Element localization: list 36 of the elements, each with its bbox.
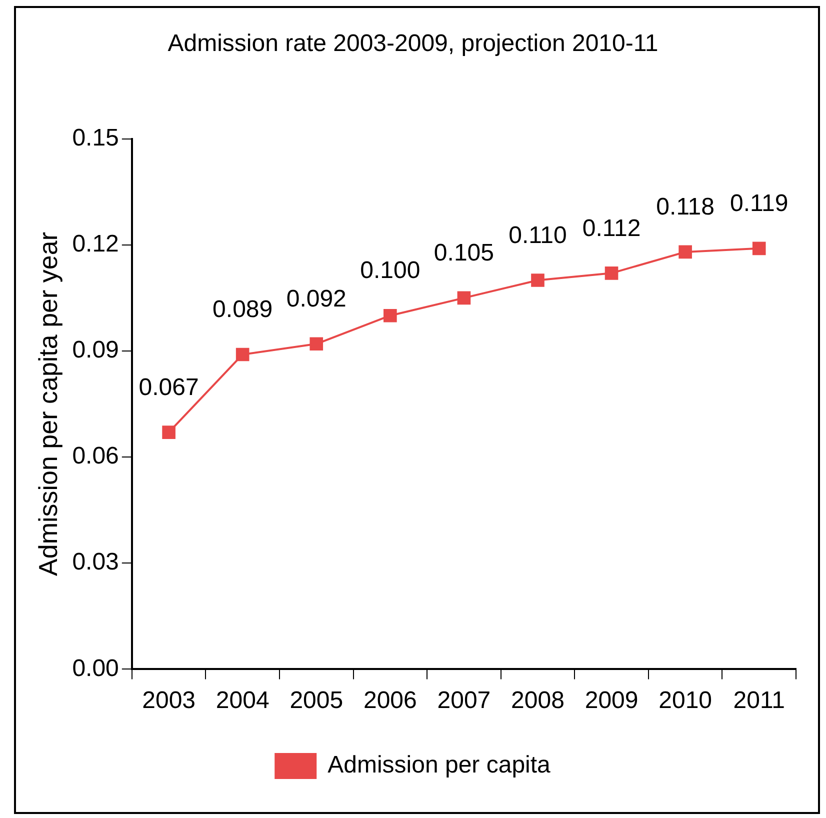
point (752, 242, 766, 256)
data-label: 0.119 (730, 190, 788, 218)
point (604, 266, 618, 280)
point (531, 274, 544, 287)
point (162, 426, 176, 439)
x-tick-label: 2011 (733, 687, 785, 714)
legend-label: Admission per capita (328, 752, 552, 779)
x-tick-label: 2005 (290, 687, 344, 714)
x-tick-label: 2003 (142, 687, 196, 714)
y-tick-label: 0.15 (72, 124, 119, 152)
x-tick-label: 2008 (511, 687, 564, 714)
data-label: 0.118 (656, 194, 714, 221)
chart-title: Admission rate 2003-2009, projection 2010-11 (168, 30, 658, 58)
data-label: 0.110 (508, 222, 567, 249)
x-tick-label: 2007 (437, 687, 491, 714)
y-tick-label: 0.12 (72, 230, 119, 258)
x-tick-label: 2006 (363, 687, 417, 714)
x-tick-label: 2009 (584, 687, 638, 714)
y-tick-label: 0.09 (72, 336, 119, 364)
y-tick-label: 0.00 (72, 654, 119, 682)
data-label: 0.100 (360, 257, 420, 284)
y-tick-label: 0.03 (72, 548, 119, 576)
point (384, 308, 397, 322)
x-tick-label: 2004 (216, 687, 270, 714)
x-tick-label: 2010 (658, 687, 712, 714)
data-label: 0.089 (212, 296, 273, 324)
data-label: 0.112 (582, 214, 641, 242)
data-label: 0.105 (434, 240, 494, 267)
data-label: 0.067 (138, 374, 199, 401)
point (310, 337, 324, 351)
point (236, 348, 250, 362)
y-axis-title: Admission per capita per year (32, 232, 63, 576)
y-tick-label: 0.06 (72, 442, 119, 470)
data-label: 0.092 (286, 286, 346, 313)
point (678, 245, 692, 259)
point (457, 291, 471, 305)
